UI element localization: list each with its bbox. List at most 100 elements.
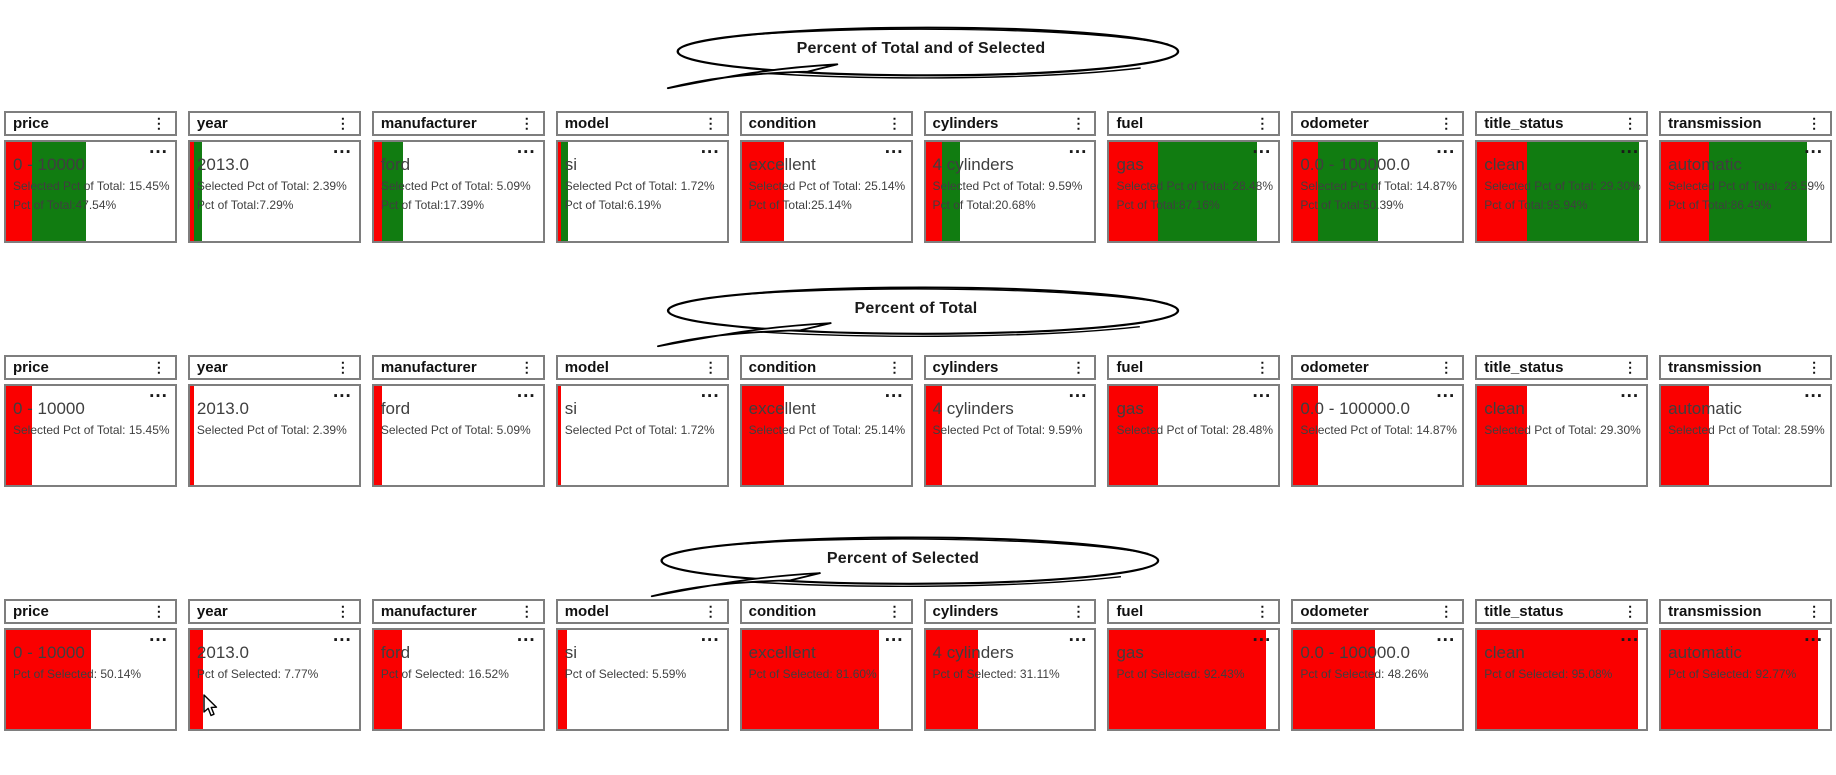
card-body[interactable]: ... si Pct of Selected: 5.59% <box>555 628 729 731</box>
more-options-icon[interactable]: ... <box>1436 384 1456 402</box>
kebab-menu-icon[interactable]: ⋮ <box>335 359 350 375</box>
card-body[interactable]: ... 0.0 - 100000.0 Selected Pct of Total… <box>1291 384 1465 487</box>
kebab-menu-icon[interactable]: ⋮ <box>887 603 902 619</box>
card-header[interactable]: fuel ⋮ <box>1107 599 1281 624</box>
card-header[interactable]: year ⋮ <box>187 111 361 136</box>
card-header[interactable]: manufacturer ⋮ <box>371 111 545 136</box>
more-options-icon[interactable]: ... <box>149 628 168 646</box>
more-options-icon[interactable]: ... <box>1252 140 1272 158</box>
card-body[interactable]: ... 2013.0 Pct of Selected: 7.77% <box>187 628 361 731</box>
more-options-icon[interactable]: ... <box>149 384 168 402</box>
kebab-menu-icon[interactable]: ⋮ <box>1255 359 1270 375</box>
more-options-icon[interactable]: ... <box>1620 628 1640 646</box>
card-body[interactable]: ... automatic Selected Pct of Total: 28.… <box>1659 384 1833 487</box>
more-options-icon[interactable]: ... <box>516 140 536 158</box>
more-options-icon[interactable]: ... <box>884 384 904 402</box>
card-header[interactable]: year ⋮ <box>187 355 361 380</box>
card-body[interactable]: ... ford Selected Pct of Total: 5.09% Pc… <box>371 140 545 243</box>
kebab-menu-icon[interactable]: ⋮ <box>1623 359 1638 375</box>
more-options-icon[interactable]: ... <box>884 628 904 646</box>
kebab-menu-icon[interactable]: ⋮ <box>151 603 166 619</box>
kebab-menu-icon[interactable]: ⋮ <box>1807 603 1822 619</box>
card-body[interactable]: ... clean Pct of Selected: 95.08% <box>1475 628 1649 731</box>
kebab-menu-icon[interactable]: ⋮ <box>1439 603 1454 619</box>
more-options-icon[interactable]: ... <box>516 384 536 402</box>
kebab-menu-icon[interactable]: ⋮ <box>519 359 534 375</box>
card-body[interactable]: ... excellent Selected Pct of Total: 25.… <box>739 384 913 487</box>
kebab-menu-icon[interactable]: ⋮ <box>887 359 902 375</box>
kebab-menu-icon[interactable]: ⋮ <box>1071 115 1086 131</box>
card-body[interactable]: ... ford Selected Pct of Total: 5.09% <box>371 384 545 487</box>
more-options-icon[interactable]: ... <box>1068 140 1088 158</box>
kebab-menu-icon[interactable]: ⋮ <box>151 115 166 131</box>
card-body[interactable]: ... 0.0 - 100000.0 Selected Pct of Total… <box>1291 140 1465 243</box>
more-options-icon[interactable]: ... <box>700 628 720 646</box>
card-header[interactable]: year ⋮ <box>187 599 361 624</box>
more-options-icon[interactable]: ... <box>1068 628 1088 646</box>
card-header[interactable]: cylinders ⋮ <box>923 355 1097 380</box>
card-body[interactable]: ... 0.0 - 100000.0 Pct of Selected: 48.2… <box>1291 628 1465 731</box>
kebab-menu-icon[interactable]: ⋮ <box>1623 115 1638 131</box>
more-options-icon[interactable]: ... <box>516 628 536 646</box>
card-header[interactable]: manufacturer ⋮ <box>371 599 545 624</box>
card-body[interactable]: ... automatic Pct of Selected: 92.77% <box>1659 628 1833 731</box>
kebab-menu-icon[interactable]: ⋮ <box>703 359 718 375</box>
kebab-menu-icon[interactable]: ⋮ <box>1255 115 1270 131</box>
card-header[interactable]: fuel ⋮ <box>1107 355 1281 380</box>
card-body[interactable]: ... ford Pct of Selected: 16.52% <box>371 628 545 731</box>
card-header[interactable]: condition ⋮ <box>739 111 913 136</box>
more-options-icon[interactable]: ... <box>332 384 352 402</box>
card-header[interactable]: price ⋮ <box>4 599 177 624</box>
card-body[interactable]: ... 2013.0 Selected Pct of Total: 2.39% … <box>187 140 361 243</box>
card-body[interactable]: ... gas Selected Pct of Total: 28.48% <box>1107 384 1281 487</box>
kebab-menu-icon[interactable]: ⋮ <box>151 359 166 375</box>
card-body[interactable]: ... excellent Selected Pct of Total: 25.… <box>739 140 913 243</box>
kebab-menu-icon[interactable]: ⋮ <box>703 115 718 131</box>
card-header[interactable]: odometer ⋮ <box>1291 111 1465 136</box>
kebab-menu-icon[interactable]: ⋮ <box>335 603 350 619</box>
kebab-menu-icon[interactable]: ⋮ <box>519 603 534 619</box>
card-header[interactable]: title_status ⋮ <box>1475 111 1649 136</box>
kebab-menu-icon[interactable]: ⋮ <box>1623 603 1638 619</box>
card-header[interactable]: cylinders ⋮ <box>923 599 1097 624</box>
more-options-icon[interactable]: ... <box>1436 140 1456 158</box>
kebab-menu-icon[interactable]: ⋮ <box>887 115 902 131</box>
kebab-menu-icon[interactable]: ⋮ <box>335 115 350 131</box>
kebab-menu-icon[interactable]: ⋮ <box>519 115 534 131</box>
more-options-icon[interactable]: ... <box>1620 140 1640 158</box>
card-body[interactable]: ... 4 cylinders Selected Pct of Total: 9… <box>923 384 1097 487</box>
more-options-icon[interactable]: ... <box>1068 384 1088 402</box>
card-body[interactable]: ... gas Selected Pct of Total: 28.48% Pc… <box>1107 140 1281 243</box>
card-header[interactable]: odometer ⋮ <box>1291 599 1465 624</box>
card-body[interactable]: ... 0 - 10000 Selected Pct of Total: 15.… <box>4 140 177 243</box>
card-header[interactable]: model ⋮ <box>555 355 729 380</box>
kebab-menu-icon[interactable]: ⋮ <box>1439 359 1454 375</box>
more-options-icon[interactable]: ... <box>1804 140 1824 158</box>
card-header[interactable]: title_status ⋮ <box>1475 355 1649 380</box>
card-header[interactable]: title_status ⋮ <box>1475 599 1649 624</box>
more-options-icon[interactable]: ... <box>700 140 720 158</box>
kebab-menu-icon[interactable]: ⋮ <box>1071 359 1086 375</box>
card-body[interactable]: ... 0 - 10000 Selected Pct of Total: 15.… <box>4 384 177 487</box>
card-body[interactable]: ... automatic Selected Pct of Total: 28.… <box>1659 140 1833 243</box>
kebab-menu-icon[interactable]: ⋮ <box>1071 603 1086 619</box>
card-body[interactable]: ... si Selected Pct of Total: 1.72% Pct … <box>555 140 729 243</box>
more-options-icon[interactable]: ... <box>1804 384 1824 402</box>
card-header[interactable]: model ⋮ <box>555 599 729 624</box>
card-header[interactable]: transmission ⋮ <box>1659 599 1833 624</box>
more-options-icon[interactable]: ... <box>884 140 904 158</box>
card-body[interactable]: ... excellent Pct of Selected: 81.60% <box>739 628 913 731</box>
more-options-icon[interactable]: ... <box>1436 628 1456 646</box>
card-header[interactable]: odometer ⋮ <box>1291 355 1465 380</box>
card-body[interactable]: ... 2013.0 Selected Pct of Total: 2.39% <box>187 384 361 487</box>
more-options-icon[interactable]: ... <box>1252 384 1272 402</box>
card-body[interactable]: ... 4 cylinders Pct of Selected: 31.11% <box>923 628 1097 731</box>
card-body[interactable]: ... gas Pct of Selected: 92.43% <box>1107 628 1281 731</box>
kebab-menu-icon[interactable]: ⋮ <box>1255 603 1270 619</box>
card-body[interactable]: ... clean Selected Pct of Total: 29.30% … <box>1475 140 1649 243</box>
more-options-icon[interactable]: ... <box>1252 628 1272 646</box>
card-body[interactable]: ... 4 cylinders Selected Pct of Total: 9… <box>923 140 1097 243</box>
more-options-icon[interactable]: ... <box>1620 384 1640 402</box>
card-body[interactable]: ... clean Selected Pct of Total: 29.30% <box>1475 384 1649 487</box>
kebab-menu-icon[interactable]: ⋮ <box>1439 115 1454 131</box>
